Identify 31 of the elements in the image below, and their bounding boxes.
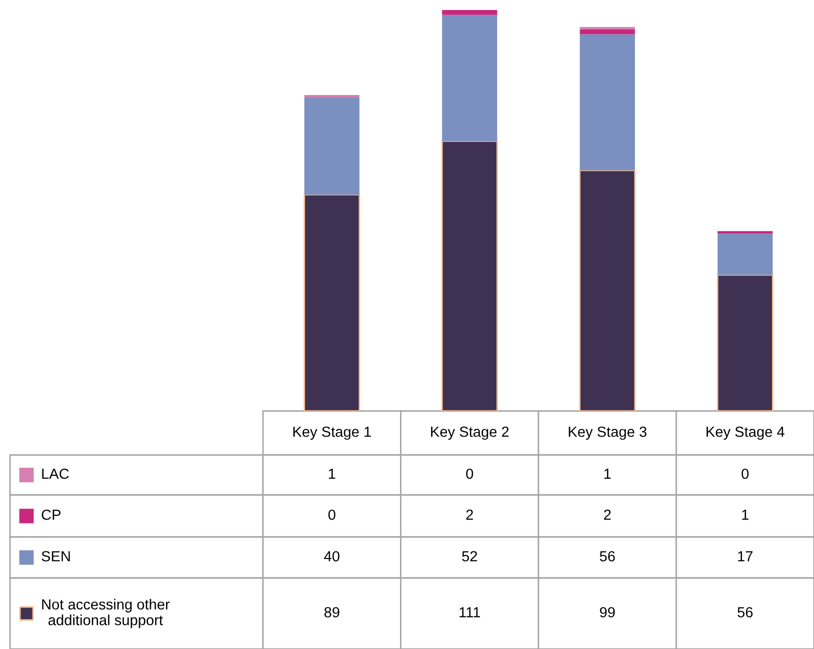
- legend-label: LAC: [42, 468, 69, 479]
- data-label: 1: [328, 468, 336, 479]
- data-label: 2: [466, 510, 473, 520]
- data-label: 0: [466, 468, 474, 479]
- legend-label: SEN: [42, 551, 70, 562]
- x-tick-label: Key Stage 4: [706, 426, 784, 440]
- data-label: 99: [600, 607, 615, 618]
- legend-label: Not accessing other additional support: [42, 598, 170, 628]
- data-label: 89: [324, 607, 340, 618]
- data-label: 111: [460, 607, 480, 618]
- bar: [442, 10, 498, 15]
- data-label: 52: [462, 551, 478, 562]
- data-label: 56: [738, 607, 753, 618]
- data-label: 0: [742, 468, 749, 479]
- bar: [580, 29, 635, 34]
- data-label: 0: [328, 510, 336, 520]
- data-label: 2: [604, 510, 611, 520]
- bar: [718, 234, 773, 275]
- data-label: 1: [604, 468, 611, 479]
- legend-label: CP: [42, 510, 60, 520]
- bar: [442, 14, 498, 142]
- bar: [304, 97, 360, 195]
- data-label: 40: [324, 551, 340, 562]
- bar: [580, 34, 635, 170]
- x-tick-label: Key Stage 3: [568, 426, 646, 440]
- data-label: 17: [738, 551, 753, 562]
- x-tick-label: Key Stage 1: [293, 426, 371, 440]
- x-tick-label: Key Stage 2: [431, 426, 509, 440]
- bar: [718, 231, 773, 234]
- data-label: 56: [600, 551, 615, 562]
- data-label: 1: [742, 510, 748, 520]
